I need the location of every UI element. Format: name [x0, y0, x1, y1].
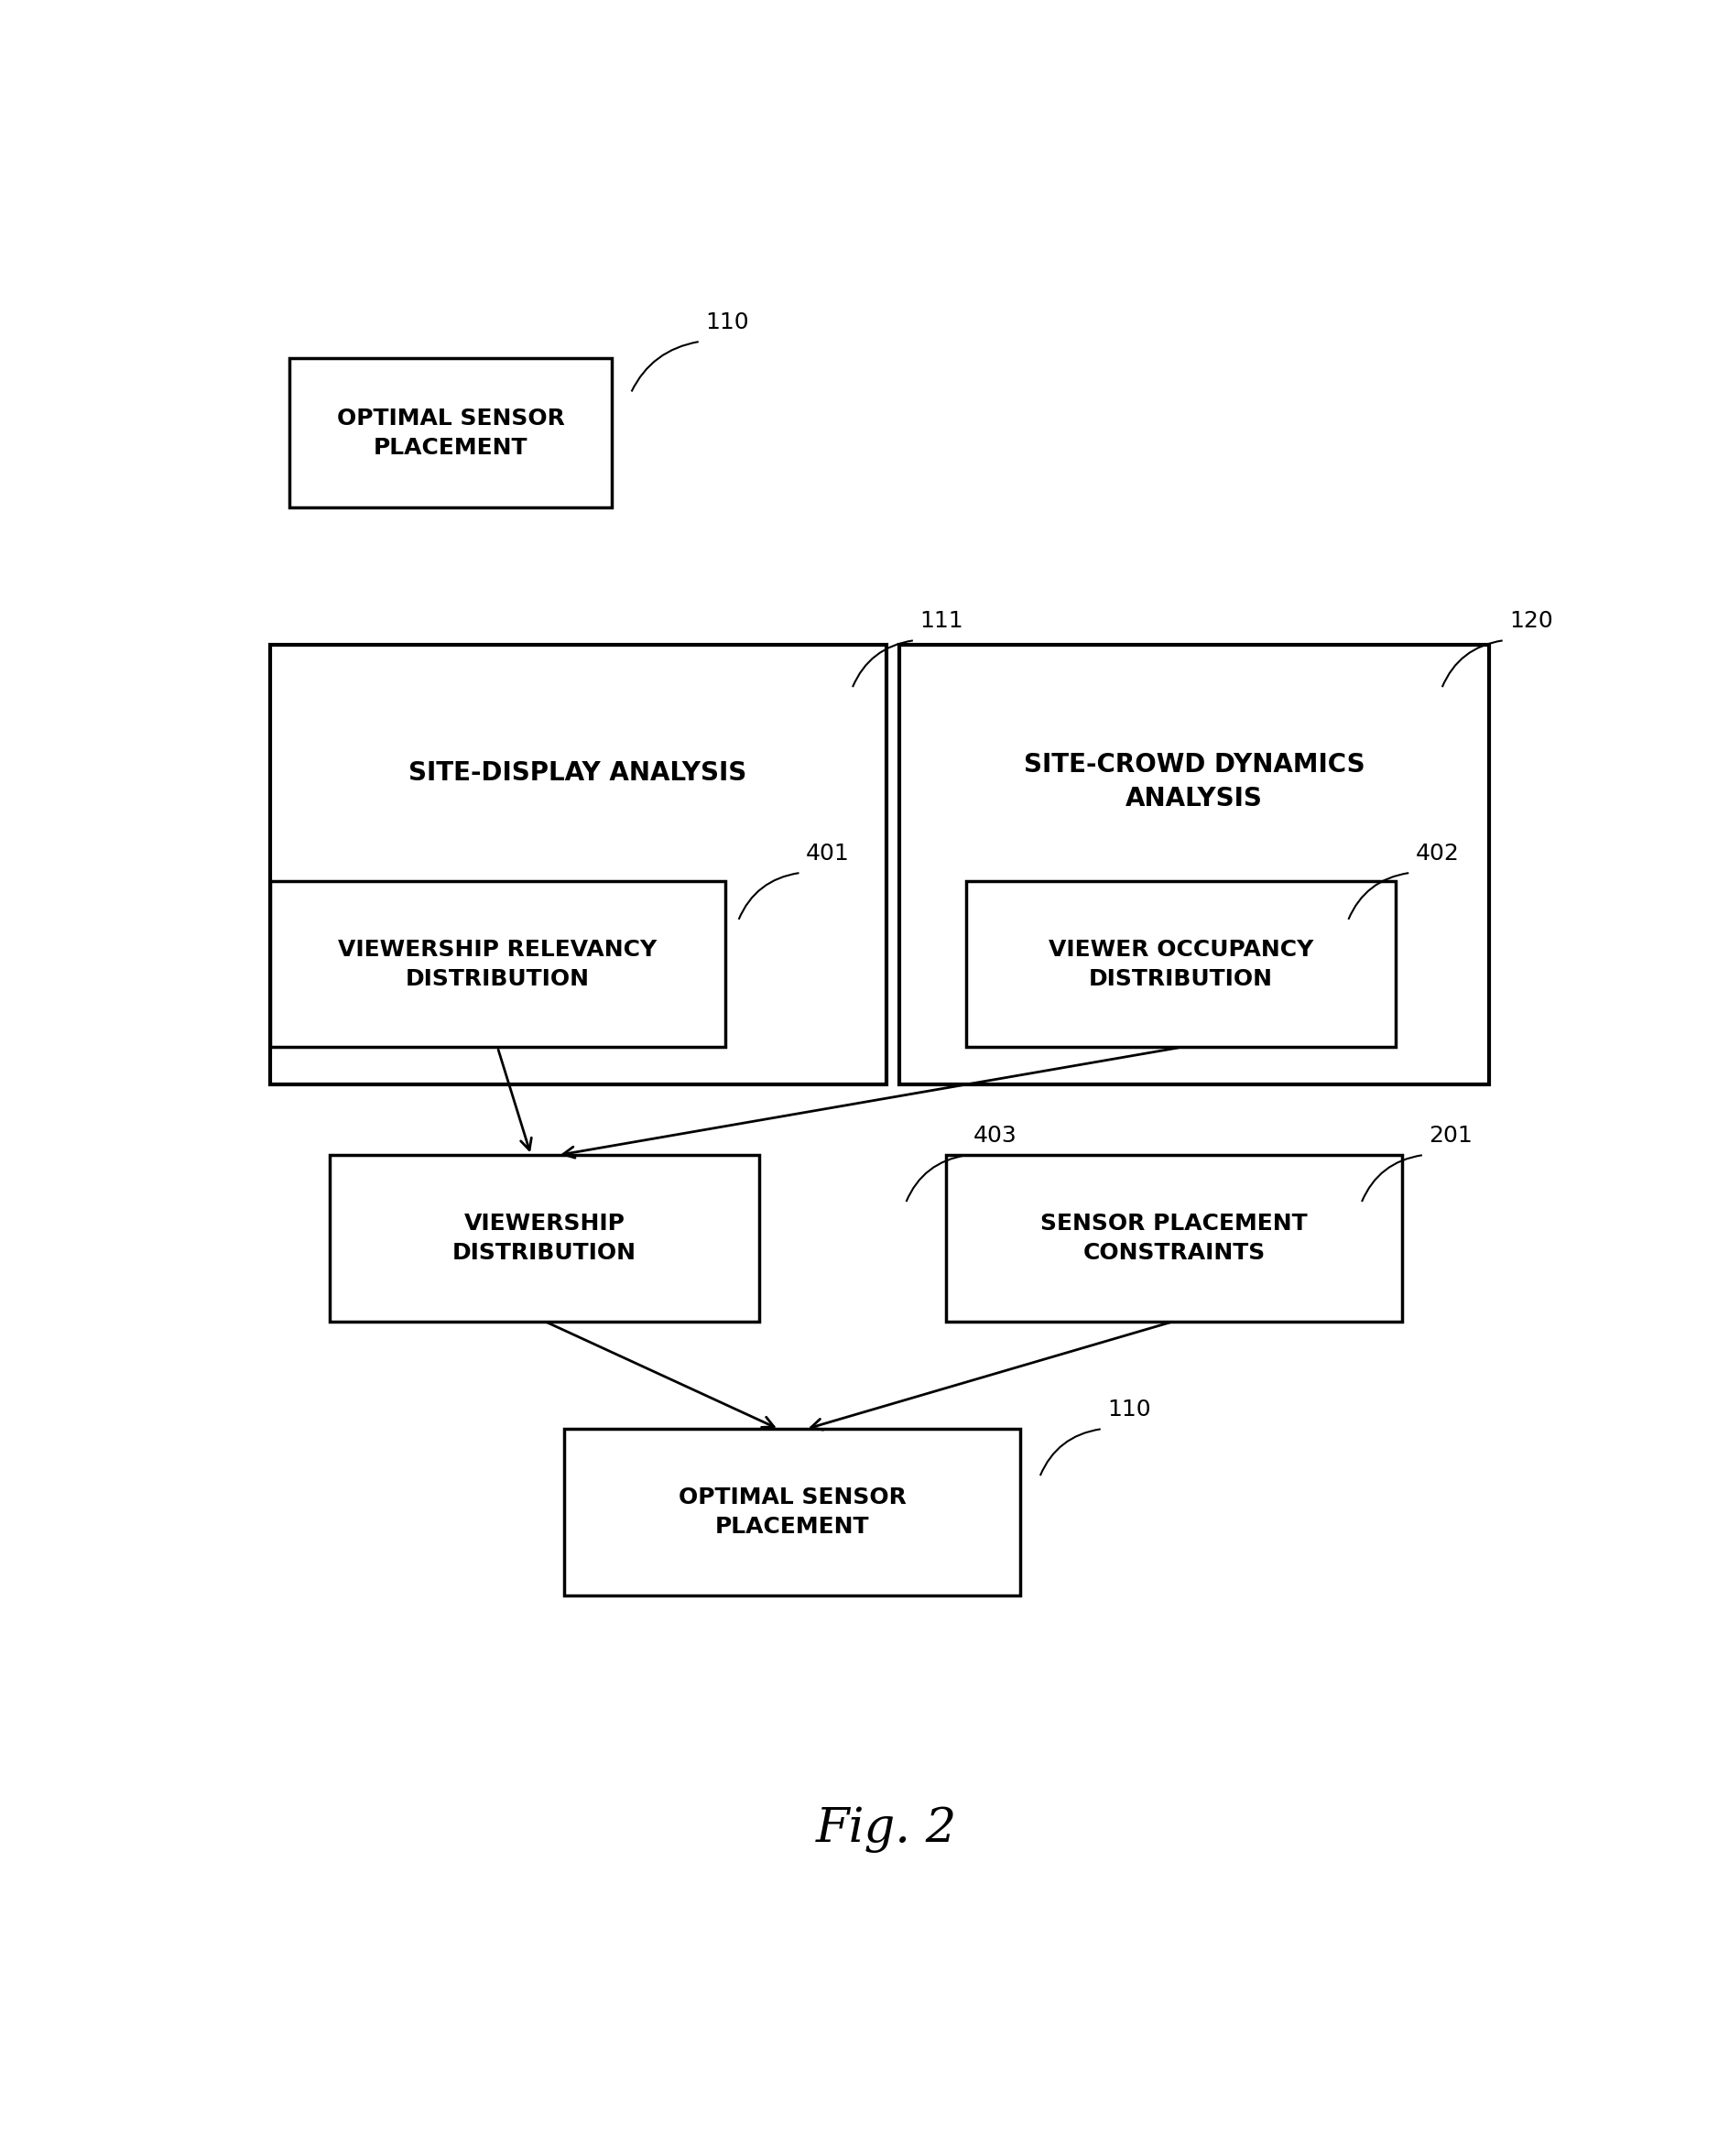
Text: 403: 403: [973, 1125, 1017, 1147]
Bar: [899, 645, 1489, 1084]
Text: 110: 110: [705, 310, 749, 334]
Text: 402: 402: [1416, 843, 1459, 865]
Bar: [946, 1156, 1402, 1322]
Text: 201: 201: [1428, 1125, 1473, 1147]
Bar: [270, 882, 726, 1048]
Text: 111: 111: [920, 610, 963, 632]
Text: VIEWERSHIP
DISTRIBUTION: VIEWERSHIP DISTRIBUTION: [453, 1212, 636, 1263]
Text: SENSOR PLACEMENT
CONSTRAINTS: SENSOR PLACEMENT CONSTRAINTS: [1041, 1212, 1307, 1263]
Bar: [290, 358, 612, 509]
Text: SITE-DISPLAY ANALYSIS: SITE-DISPLAY ANALYSIS: [408, 761, 747, 787]
Text: 120: 120: [1509, 610, 1553, 632]
Bar: [967, 882, 1395, 1048]
Bar: [564, 1429, 1020, 1595]
Text: OPTIMAL SENSOR
PLACEMENT: OPTIMAL SENSOR PLACEMENT: [337, 407, 565, 459]
Text: OPTIMAL SENSOR
PLACEMENT: OPTIMAL SENSOR PLACEMENT: [678, 1488, 906, 1537]
Text: Fig. 2: Fig. 2: [816, 1807, 956, 1852]
Text: 110: 110: [1107, 1399, 1152, 1421]
Bar: [270, 645, 885, 1084]
Text: SITE-CROWD DYNAMICS
ANALYSIS: SITE-CROWD DYNAMICS ANALYSIS: [1024, 752, 1364, 811]
Bar: [330, 1156, 759, 1322]
Text: VIEWER OCCUPANCY
DISTRIBUTION: VIEWER OCCUPANCY DISTRIBUTION: [1048, 938, 1314, 990]
Text: 401: 401: [806, 843, 849, 865]
Text: VIEWERSHIP RELEVANCY
DISTRIBUTION: VIEWERSHIP RELEVANCY DISTRIBUTION: [339, 938, 657, 990]
